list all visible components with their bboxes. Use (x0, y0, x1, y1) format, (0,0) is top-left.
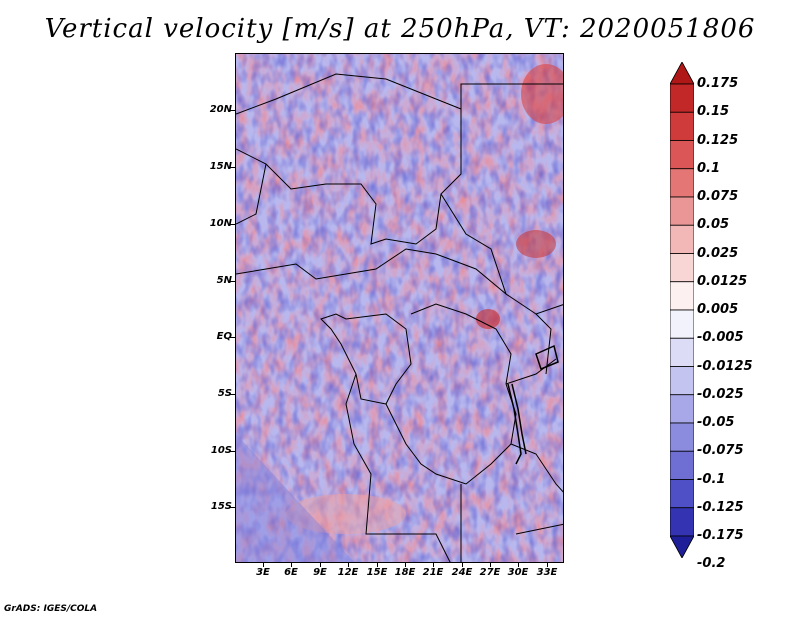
lon-label-18e: 18E (394, 567, 416, 578)
red-patch (521, 64, 563, 124)
lon-tick (490, 563, 491, 567)
colorbar-label: -0.005 (697, 330, 744, 346)
lat-label-10s: 10S (210, 445, 232, 456)
lon-tick (405, 563, 406, 567)
velocity-field (236, 54, 563, 562)
lat-tick (230, 281, 235, 282)
lon-label-6e: 6E (284, 567, 298, 578)
red-patch (516, 230, 556, 258)
lon-label-27e: 27E (479, 567, 501, 578)
lon-label-21e: 21E (422, 567, 444, 578)
colorbar-segment (670, 111, 694, 141)
lon-tick (377, 563, 378, 567)
lon-tick (263, 563, 264, 567)
colorbar (670, 62, 694, 558)
lon-label-15e: 15E (366, 567, 388, 578)
colorbar-label: -0.05 (697, 415, 735, 430)
map-panel (235, 53, 564, 563)
colorbar-segment (670, 196, 694, 226)
colorbar-segment (670, 479, 694, 509)
lon-tick (433, 563, 434, 567)
colorbar-label: -0.025 (697, 386, 744, 402)
colorbar-label: -0.1 (697, 471, 726, 487)
lat-tick (230, 167, 235, 168)
colorbar-segment (670, 140, 694, 170)
colorbar-segment (670, 168, 694, 198)
colorbar-segment (670, 253, 694, 283)
lon-label-9e: 9E (313, 567, 327, 578)
lakes (507, 344, 559, 465)
colorbar-label: 0.175 (697, 76, 739, 91)
colorbar-segment (670, 535, 694, 558)
colorbar-label: -0.2 (697, 556, 726, 572)
colorbar-segment (670, 422, 694, 452)
colorbar-label: 0.05 (697, 217, 730, 233)
country-borders (236, 73, 563, 562)
colorbar-label: 0.0125 (697, 273, 748, 289)
colorbar-label: 0.125 (697, 132, 739, 148)
lat-tick (230, 451, 235, 452)
colorbar-label: -0.075 (697, 443, 744, 459)
colorbar-label: 0.15 (697, 104, 730, 120)
colorbar-label: -0.125 (697, 499, 744, 515)
chart-title: Vertical velocity [m/s] at 250hPa, VT: 2… (44, 14, 756, 44)
lat-label-eq: EQ (216, 331, 232, 342)
colorbar-label: 0.025 (697, 245, 739, 261)
lat-tick (230, 394, 235, 395)
red-patch (286, 494, 406, 534)
lat-label-15s: 15S (210, 501, 232, 512)
colorbar-segment (670, 337, 694, 367)
lon-label-12e: 12E (337, 567, 359, 578)
lon-tick (291, 563, 292, 567)
lat-tick (230, 507, 235, 508)
lat-tick (230, 110, 235, 111)
lon-tick (348, 563, 349, 567)
lon-label-3e: 3E (256, 567, 270, 578)
red-patch (476, 309, 500, 329)
colorbar-segment (670, 83, 694, 113)
colorbar-segment (670, 224, 694, 254)
lat-label-15n: 15N (209, 161, 232, 172)
lat-label-5n: 5N (216, 275, 232, 286)
lat-label-5s: 5S (217, 388, 232, 399)
colorbar-label: -0.175 (697, 528, 744, 543)
colorbar-label: -0.0125 (697, 358, 753, 374)
colorbar-segment (670, 507, 694, 537)
colorbar-segment (670, 281, 694, 311)
lon-label-33e: 33E (536, 567, 558, 578)
colorbar-label: 0.005 (697, 302, 739, 317)
colorbar-segment (670, 309, 694, 339)
lon-tick (462, 563, 463, 567)
colorbar-segment (670, 366, 694, 396)
lon-label-24e: 24E (451, 567, 473, 578)
colorbar-label: 0.1 (697, 160, 721, 176)
lat-tick (230, 224, 235, 225)
lat-label-20n: 20N (209, 104, 232, 115)
lat-label-10n: 10N (209, 218, 232, 229)
credit-text: GrADS: IGES/COLA (4, 604, 98, 614)
lon-tick (547, 563, 548, 567)
lon-label-30e: 30E (507, 567, 529, 578)
colorbar-label: 0.075 (697, 189, 739, 204)
colorbar-segment (670, 450, 694, 480)
colorbar-segment (670, 394, 694, 424)
lon-tick (518, 563, 519, 567)
lon-tick (320, 563, 321, 567)
colorbar-segment (670, 62, 694, 85)
field-overlay (236, 54, 563, 562)
lat-tick (230, 337, 235, 338)
